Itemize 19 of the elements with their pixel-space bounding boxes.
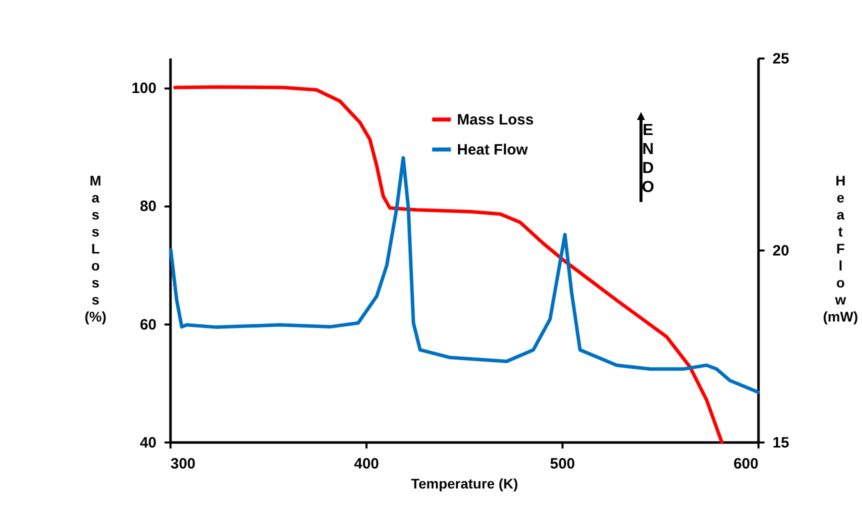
text: Mass Loss (%) xyxy=(84,172,106,324)
legend-label: Mass Loss xyxy=(457,112,534,128)
line-series xyxy=(169,156,760,394)
text: Heat Flow (mW) xyxy=(823,172,858,324)
y-tick-label: 60 xyxy=(140,316,156,334)
line-series xyxy=(173,85,724,444)
x-tick-label: 600 xyxy=(733,456,758,472)
x-tick-label: 300 xyxy=(170,456,196,472)
x-axis-title: Temperature (K) xyxy=(410,476,518,492)
y-tick-label: 80 xyxy=(140,198,156,216)
annotation: ENDO xyxy=(642,122,654,196)
y-tick-label: 100 xyxy=(131,80,156,98)
y2-tick-label: 15 xyxy=(772,434,790,452)
x-tick-label: 400 xyxy=(354,456,380,472)
y-tick-label: 40 xyxy=(140,434,156,452)
y2-tick-label: 25 xyxy=(772,50,790,68)
x-tick-label: 500 xyxy=(550,456,576,472)
legend-label: Heat Flow xyxy=(457,142,528,158)
y2-tick-label: 20 xyxy=(772,242,790,260)
